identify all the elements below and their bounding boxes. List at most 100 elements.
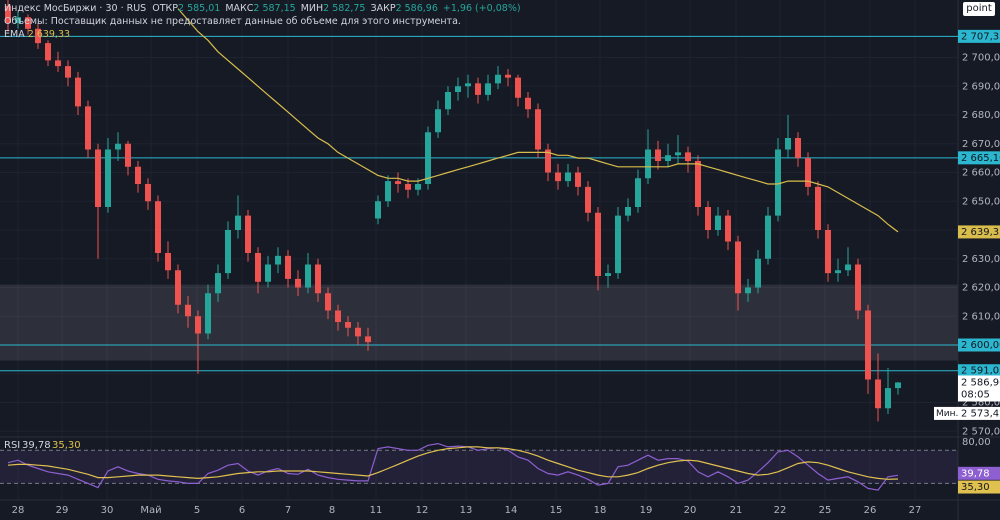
x-tick-label: 13 [460,505,473,516]
candle-body [835,270,841,274]
candle-body [645,149,651,179]
x-tick-label: 14 [505,505,518,516]
x-tick-label: 8 [329,505,335,516]
candle-body [95,149,101,207]
rsi-value-label: 39,78 [961,468,990,479]
level-label: 2 591,05 [961,366,1000,377]
candle-body [175,270,181,305]
candle-body [245,215,251,253]
candle-body [385,181,391,202]
level-box [958,29,1000,43]
y-tick-label: 2 660,00 [962,168,1000,179]
y-tick-label: 2 610,00 [962,311,1000,322]
candle-body [765,215,771,259]
candle-body [365,336,371,343]
y-tick-label: 2 680,00 [962,110,1000,121]
rsi-value-label: 35,30 [961,482,990,493]
candle-body [255,253,261,282]
candle-body [485,83,491,95]
candle-body [875,379,881,409]
candle-body [195,316,201,334]
candle-body [725,215,731,242]
candle-body [355,327,361,337]
x-tick-label: 12 [416,505,429,516]
rsi-tick-label: 80,00 [962,437,991,448]
ema-legend: EMA 2 639,33 [4,28,526,41]
candle-body [605,273,611,276]
candle-body [165,253,171,271]
candle-body [495,74,501,84]
candle-body [555,172,561,182]
point-button[interactable]: point [963,2,995,16]
candle-body [375,201,381,219]
candle-body [425,132,431,184]
candle-body [405,184,411,190]
candle-body [595,212,601,276]
candle-body [335,310,341,322]
rsi-legend: 35,30 [52,440,81,451]
candle-body [655,149,661,161]
candle-body [665,155,671,161]
candle-body [435,109,441,133]
candle-body [735,241,741,294]
candle-body [75,77,81,107]
candle-body [445,92,451,110]
x-tick-label: 21 [730,505,743,516]
field-value: 2 585,01 [178,3,221,14]
candle-body [235,215,241,230]
candle-body [215,273,221,294]
last-price-label: 2 586,96 [961,377,1000,388]
candle-body [815,186,821,230]
candle-body [715,215,721,230]
countdown: 08:05 [961,389,990,400]
field-value: 2 582,75 [323,3,366,14]
min-value-label: 2 573,42 [961,408,1000,419]
ema-name: EMA [4,29,25,40]
field-value: 2 587,15 [253,3,296,14]
ema-label: 2 639,33 [961,227,1000,238]
min-tag-box [934,406,958,420]
x-tick-label: 19 [640,505,653,516]
min-tag: Мин. [936,409,958,419]
candle-body [5,5,11,23]
candle-body [795,138,801,159]
candle-body [895,382,901,389]
candle-body [85,106,91,150]
candle-body [345,322,351,328]
level-label: 2 665,10 [961,153,1000,164]
x-tick-label: 30 [101,505,114,516]
field-label: МАКС [225,3,254,14]
x-tick-label: 5 [194,505,200,516]
candle-body [745,287,751,294]
candle-body [525,97,531,110]
volume-note: Объемы: Поставщик данных не предоставляе… [4,16,461,27]
candle-body [285,255,291,279]
rsi-line [7,442,899,491]
rsi-value-box [958,480,1000,494]
x-tick-label: 11 [370,505,383,516]
ema-line [177,8,899,233]
change: +1,96 (+0,08%) [442,3,521,14]
candle-body [785,138,791,150]
candle-body [325,293,331,311]
candle-body [465,83,471,87]
x-tick-label: 20 [684,505,697,516]
candle-body [545,149,551,173]
candle-body [55,60,61,67]
candle-body [45,43,51,61]
level-label: 2 707,35 [961,31,1000,42]
symbol: Индекс МосБиржи · 30 · RUS [4,3,147,14]
zone [0,284,958,361]
y-tick-label: 2 620,00 [962,283,1000,294]
x-tick-label: 26 [864,505,877,516]
candle-body [575,172,581,187]
ema-box [958,225,1000,239]
y-tick-label: 2 670,00 [962,139,1000,150]
candle-body [475,83,481,95]
candle-body [775,149,781,216]
candle-body [35,28,41,44]
candle-body [265,264,271,282]
x-tick-label: 6 [239,505,245,516]
